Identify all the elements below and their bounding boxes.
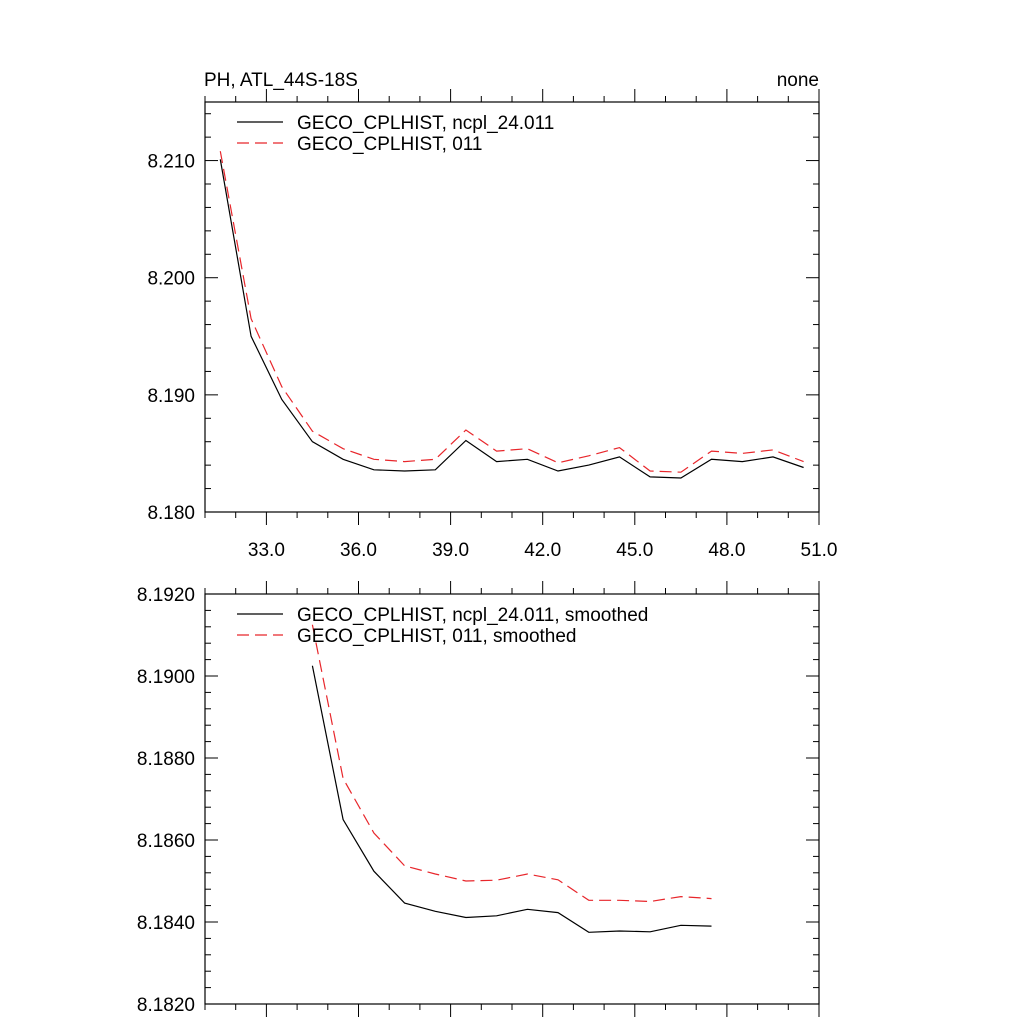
top-series-0-line — [219, 159, 804, 479]
bottom-y-tick-label: 8.1920 — [137, 585, 195, 606]
top-legend-label-0: GECO_CPLHIST, ncpl_24.011 — [297, 113, 554, 134]
bottom-plot-contents: 8.1820 8.1840 8.1860 8.1880 8.1900 8.1920 GECO… — [137, 581, 820, 1017]
top-plot-title-right: none — [777, 70, 819, 91]
bottom-plot-frame — [204, 593, 820, 1005]
top-x-tick-label: 51.0 — [801, 540, 838, 561]
bottom-y-tick-label: 8.1860 — [137, 831, 195, 852]
top-plot-panel: PH, ATL_44S-18S none 8.180 8.190 8.200 8.21… — [147, 70, 837, 561]
bottom-y-tick-label: 8.1820 — [137, 995, 195, 1016]
top-series-1-line — [219, 151, 804, 473]
top-plot-frame — [204, 101, 820, 513]
bottom-plot-panel: 8.1820 8.1840 8.1860 8.1880 8.1900 8.1920 GECO… — [137, 581, 820, 1017]
bottom-y-tick-label: 8.1880 — [137, 749, 195, 770]
top-y-tick-label: 8.210 — [147, 152, 195, 173]
top-plot-contents: 8.180 8.190 8.200 8.210 33.0 36.0 39.0 42.0 45.0… — [147, 89, 837, 561]
top-x-tick-label: 42.0 — [524, 540, 561, 561]
bottom-series-1-line — [311, 624, 712, 903]
top-x-tick-label: 36.0 — [340, 540, 377, 561]
top-x-tick-label: 48.0 — [708, 540, 745, 561]
bottom-series-0-line — [311, 665, 712, 933]
top-y-tick-label: 8.190 — [147, 386, 195, 407]
top-x-tick-label: 45.0 — [616, 540, 653, 561]
top-x-tick-label: 39.0 — [432, 540, 469, 561]
bottom-y-tick-label: 8.1840 — [137, 913, 195, 934]
top-y-tick-label: 8.200 — [147, 269, 195, 290]
top-y-tick-label: 8.180 — [147, 503, 195, 524]
bottom-y-tick-label: 8.1900 — [137, 667, 195, 688]
bottom-legend-label-1: GECO_CPLHIST, 011, smoothed — [297, 626, 577, 647]
bottom-legend-label-0: GECO_CPLHIST, ncpl_24.011, smoothed — [297, 605, 648, 626]
top-x-tick-label: 33.0 — [248, 540, 285, 561]
top-plot-title-left: PH, ATL_44S-18S — [204, 70, 358, 91]
top-legend-label-1: GECO_CPLHIST, 011 — [297, 134, 483, 155]
